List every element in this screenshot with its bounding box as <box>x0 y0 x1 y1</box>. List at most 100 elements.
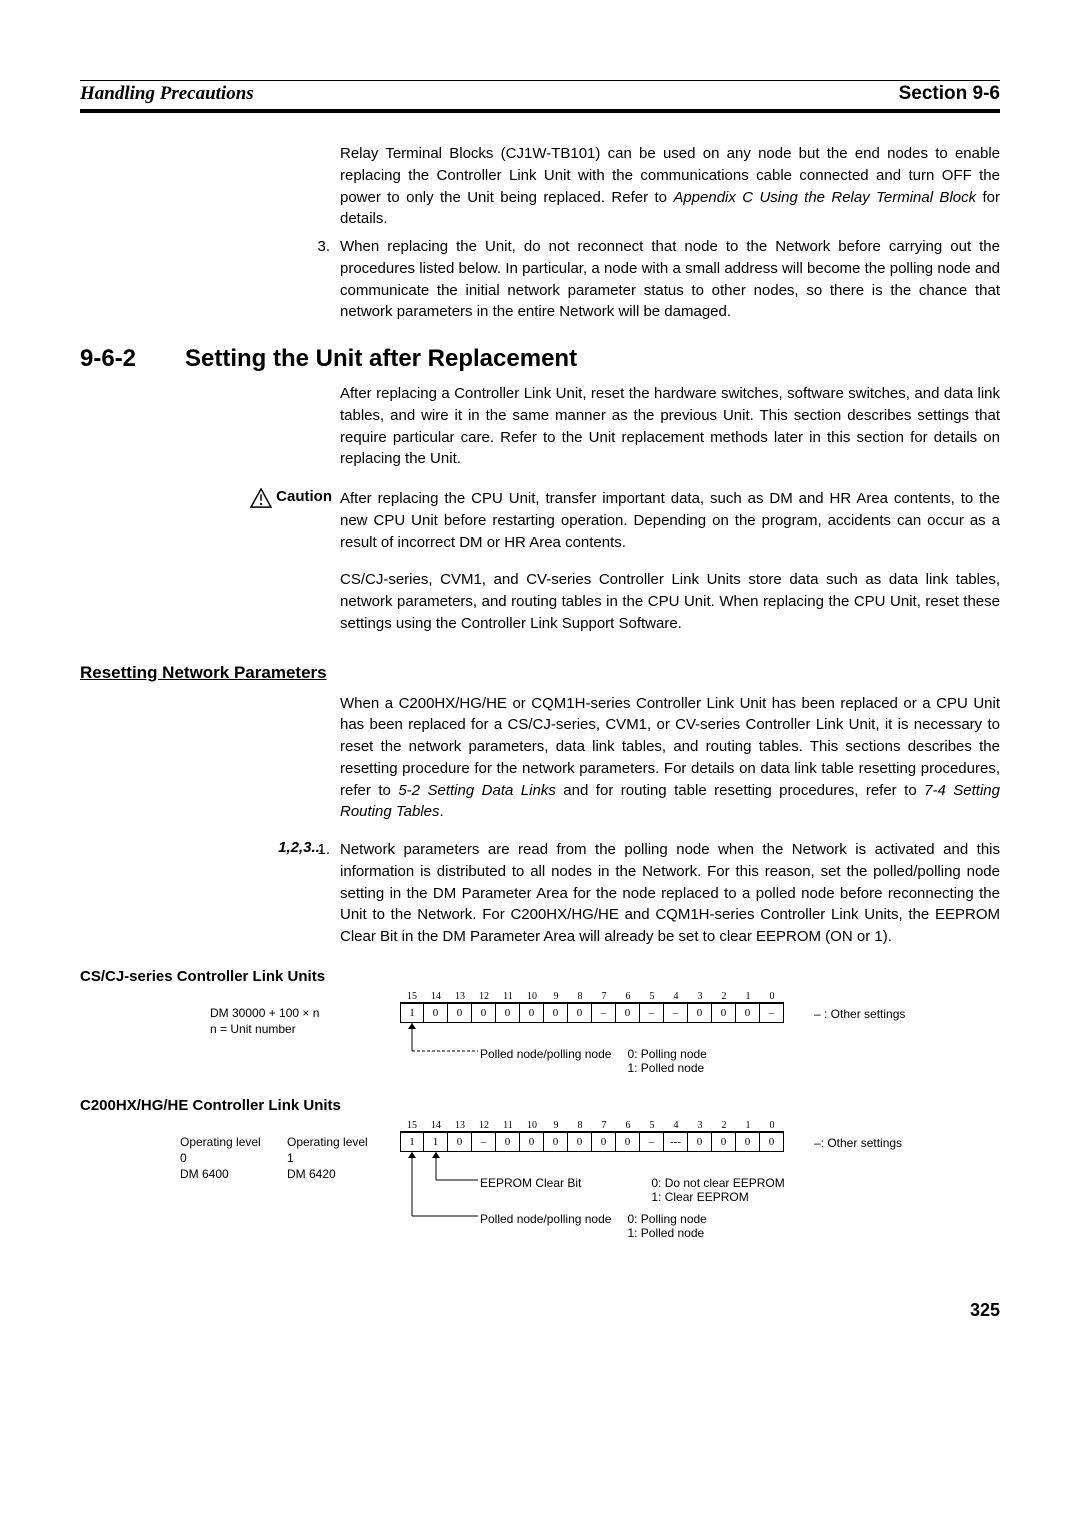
bit-index: 8 <box>568 991 592 1003</box>
numbered-item-3: 3. When replacing the Unit, do not recon… <box>340 236 1000 323</box>
callout-label: EEPROM Clear Bit <box>480 1176 581 1190</box>
caution-body: After replacing the CPU Unit, transfer i… <box>340 488 1000 641</box>
running-head-right: Section 9-6 <box>899 83 1000 105</box>
dm: DM 6400 <box>180 1166 263 1182</box>
label: Operating level 1 <box>287 1134 370 1166</box>
heading-number: 9-6-2 <box>80 345 185 373</box>
bit-cell: --- <box>664 1132 688 1152</box>
key0: 0: Polling node <box>627 1212 706 1226</box>
bit-index: 1 <box>736 1120 760 1132</box>
bit-cell: – <box>664 1003 688 1023</box>
heading-resetting: Resetting Network Parameters <box>80 663 1000 683</box>
bit-cell: 0 <box>616 1132 640 1152</box>
caution-word: Caution <box>276 488 332 505</box>
bit-index: 6 <box>616 1120 640 1132</box>
key1: 1: Clear EEPROM <box>651 1190 784 1204</box>
reset-intro: When a C200HX/HG/HE or CQM1H-series Cont… <box>340 693 1000 824</box>
section-intro: After replacing a Controller Link Unit, … <box>340 383 1000 470</box>
bit-cell: 0 <box>544 1132 568 1152</box>
key-polling: 0: Polling node <box>627 1047 706 1061</box>
bit-index: 13 <box>448 991 472 1003</box>
bit-cell: – <box>760 1003 784 1023</box>
bit-index: 8 <box>568 1120 592 1132</box>
bit-index: 5 <box>640 1120 664 1132</box>
dm-formula: DM 30000 + 100 × n <box>210 1005 370 1021</box>
bit-index: 7 <box>592 1120 616 1132</box>
steps-block: 1,2,3... 1. Network parameters are read … <box>80 839 1000 954</box>
callout-keys-2: 0: Polling node 1: Polled node <box>611 1212 706 1240</box>
bit-index: 1 <box>736 991 760 1003</box>
diagram-cscj: DM 30000 + 100 × n n = Unit number 15141… <box>80 991 1000 1075</box>
bit-cell: 0 <box>688 1132 712 1152</box>
bit-index: 14 <box>424 1120 448 1132</box>
bit-cell: 0 <box>448 1132 472 1152</box>
bit-cell: 0 <box>448 1003 472 1023</box>
text-span: . <box>440 803 444 820</box>
bit-index: 11 <box>496 1120 520 1132</box>
bit-cell: – <box>472 1132 496 1152</box>
body-continued: Relay Terminal Blocks (CJ1W-TB101) can b… <box>340 143 1000 323</box>
bit-cell: 0 <box>760 1132 784 1152</box>
bit-index: 12 <box>472 991 496 1003</box>
bit-cell: 0 <box>688 1003 712 1023</box>
label: Operating level 0 <box>180 1134 263 1166</box>
subhead-cscj: CS/CJ-series Controller Link Units <box>80 968 1000 985</box>
ref-appendix-c: Appendix C Using the Relay Terminal Bloc… <box>673 189 976 206</box>
bit-cell: – <box>640 1132 664 1152</box>
caution-block: Caution After replacing the CPU Unit, tr… <box>80 488 1000 641</box>
bit-index: 9 <box>544 1120 568 1132</box>
key1: 1: Polled node <box>627 1226 706 1240</box>
dm: DM 6420 <box>287 1166 370 1182</box>
bit-cell: 0 <box>424 1003 448 1023</box>
bit-cell: 1 <box>424 1132 448 1152</box>
bit-index: 6 <box>616 991 640 1003</box>
bit-index: 14 <box>424 991 448 1003</box>
callout-polled-polling-1: Polled node/polling node <box>480 1047 611 1061</box>
running-head-left: Handling Precautions <box>80 83 254 105</box>
bit-index: 3 <box>688 991 712 1003</box>
bit-cell: 0 <box>520 1132 544 1152</box>
ref-5-2: 5-2 Setting Data Links <box>398 782 556 799</box>
key-polled: 1: Polled node <box>627 1061 706 1075</box>
bit-index: 4 <box>664 1120 688 1132</box>
steps-label: 1,2,3... <box>80 839 340 954</box>
rule-top-thick <box>80 109 1000 113</box>
bit-cell: 0 <box>736 1003 760 1023</box>
heading-title: Setting the Unit after Replacement <box>185 345 577 373</box>
caution-label: Caution <box>80 488 340 641</box>
step-1: 1. Network parameters are read from the … <box>340 839 1000 948</box>
bit-cell: 0 <box>592 1132 616 1152</box>
bit-cell: 0 <box>496 1132 520 1152</box>
op-level-1: Operating level 1 DM 6420 <box>287 1134 370 1183</box>
dm-formula-note: n = Unit number <box>210 1021 370 1037</box>
op-level-0: Operating level 0 DM 6400 <box>180 1134 263 1183</box>
callout-label: Polled node/polling node <box>480 1212 611 1226</box>
bit-index: 0 <box>760 991 784 1003</box>
bit-index: 0 <box>760 1120 784 1132</box>
callout-polled-polling-2: Polled node/polling node <box>480 1212 611 1226</box>
bit-index: 15 <box>400 1120 424 1132</box>
item-body: When replacing the Unit, do not reconnec… <box>340 236 1000 323</box>
callout-eeprom: EEPROM Clear Bit <box>480 1176 581 1190</box>
bit-index: 2 <box>712 991 736 1003</box>
bit-cell: 0 <box>544 1003 568 1023</box>
bit-index: 10 <box>520 991 544 1003</box>
heading-9-6-2: 9-6-2 Setting the Unit after Replacement <box>80 345 1000 373</box>
bit-cell: 0 <box>472 1003 496 1023</box>
bit-cell: 1 <box>400 1003 424 1023</box>
bit-index: 3 <box>688 1120 712 1132</box>
bit-index: 5 <box>640 991 664 1003</box>
other-settings-note-1: – : Other settings <box>784 991 905 1021</box>
diagram-c200: Operating level 0 DM 6400 Operating leve… <box>80 1120 1000 1240</box>
item-number: 3. <box>310 236 340 323</box>
bit-cell: 0 <box>496 1003 520 1023</box>
caution-para-1: After replacing the CPU Unit, transfer i… <box>340 488 1000 553</box>
bit-index: 12 <box>472 1120 496 1132</box>
bit-cell: – <box>592 1003 616 1023</box>
warning-icon <box>250 488 272 508</box>
bit-cell: 1 <box>400 1132 424 1152</box>
page-number: 325 <box>80 1300 1000 1321</box>
bit-cell: 0 <box>520 1003 544 1023</box>
callout-keys-1: 0: Polling node 1: Polled node <box>611 1047 706 1075</box>
step-number: 1. <box>310 839 340 948</box>
